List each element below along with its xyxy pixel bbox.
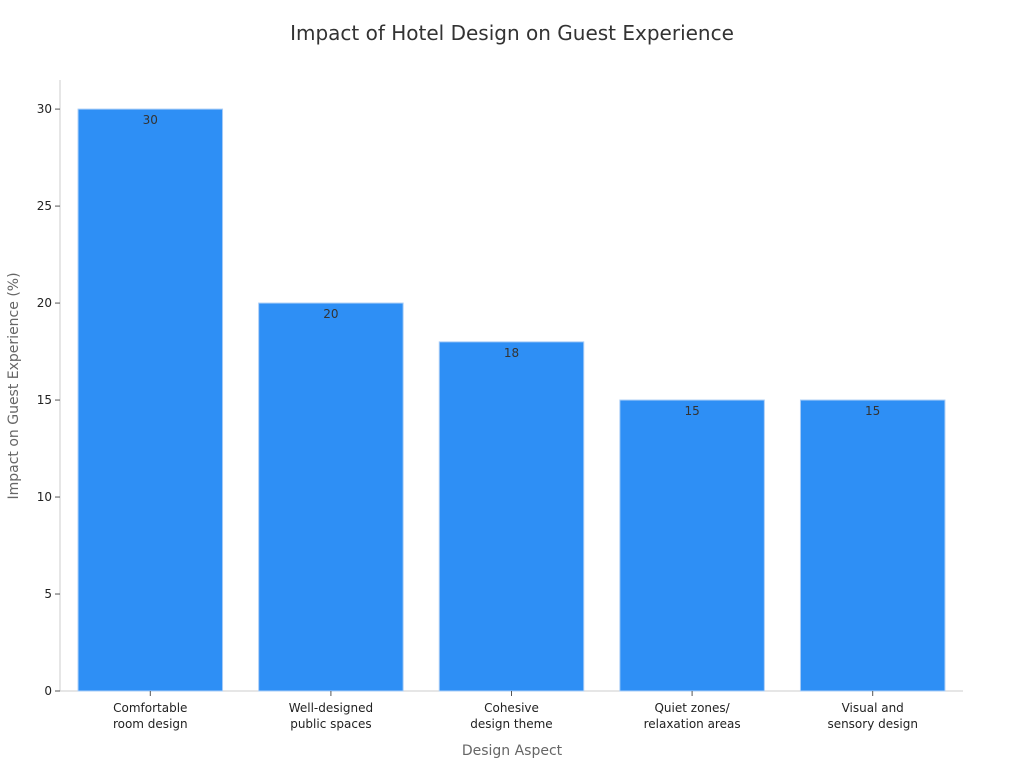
y-tick-label: 30 [37,102,52,116]
x-axis-title: Design Aspect [462,743,563,759]
y-tick-label: 25 [37,199,52,213]
x-tick-label: room design [113,717,188,731]
bar-value-label: 30 [143,113,158,127]
x-tick-label: Cohesive [484,701,539,715]
y-tick-label: 10 [37,490,52,504]
x-tick-label: sensory design [827,717,918,731]
x-tick-label: Quiet zones/ [654,701,730,715]
y-tick-label: 5 [44,587,52,601]
bar [258,302,404,692]
plot-area: 0 5 10 15 20 25 30 30 Comfortable room design 20 We… [37,80,963,731]
y-tick-label: 0 [44,684,52,698]
bar [799,399,946,692]
x-tick-label: relaxation areas [644,717,741,731]
y-tick-label: 15 [37,393,52,407]
y-axis-title: Impact on Guest Experience (%) [6,272,22,499]
bar [438,341,585,692]
bar-value-label: 18 [504,346,519,360]
bar-value-label: 20 [323,307,338,321]
bar-value-label: 15 [865,404,880,418]
x-tick-label: Visual and [842,701,904,715]
x-tick-label: public spaces [290,717,371,731]
bar [619,399,765,692]
y-tick-label: 20 [37,296,52,310]
x-tick-label: Comfortable [113,701,187,715]
chart-title: Impact of Hotel Design on Guest Experien… [290,21,734,45]
x-tick-label: design theme [470,717,552,731]
bar-value-label: 15 [684,404,699,418]
x-tick-label: Well-designed [289,701,373,715]
bar [77,108,224,692]
